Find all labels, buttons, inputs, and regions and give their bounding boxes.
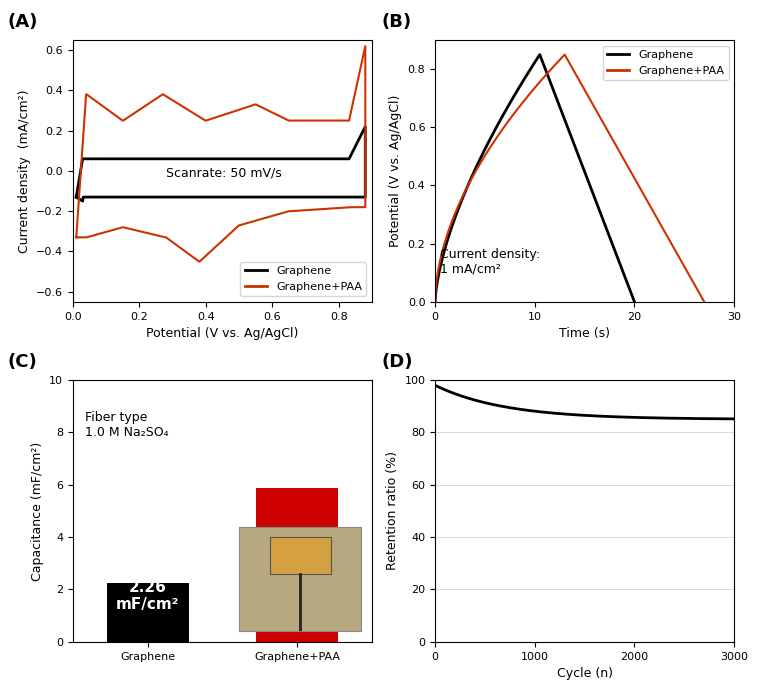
Text: (B): (B) — [381, 13, 411, 31]
Text: 5.88
mF/cm²: 5.88 mF/cm² — [265, 528, 329, 561]
Text: Scanrate: 50 mV/s: Scanrate: 50 mV/s — [166, 167, 282, 180]
Text: (C): (C) — [7, 353, 37, 371]
Bar — [256, 488, 338, 642]
Text: 2.26
mF/cm²: 2.26 mF/cm² — [116, 580, 179, 612]
Text: Current density:
1 mA/cm²: Current density: 1 mA/cm² — [440, 248, 540, 276]
Text: Fiber type
1.0 M Na₂SO₄: Fiber type 1.0 M Na₂SO₄ — [85, 412, 168, 439]
Legend: Graphene, Graphene+PAA: Graphene, Graphene+PAA — [603, 46, 728, 80]
Y-axis label: Retention ratio (%): Retention ratio (%) — [386, 452, 399, 570]
Y-axis label: Current density  (mA/cm²): Current density (mA/cm²) — [18, 89, 30, 253]
Legend: Graphene, Graphene+PAA: Graphene, Graphene+PAA — [240, 262, 367, 296]
Y-axis label: Potential (V vs. Ag/AgCl): Potential (V vs. Ag/AgCl) — [389, 94, 402, 247]
Text: (D): (D) — [381, 353, 413, 371]
Text: (A): (A) — [7, 13, 37, 31]
X-axis label: Cycle (n): Cycle (n) — [556, 667, 613, 680]
Y-axis label: Capacitance (mF/cm²): Capacitance (mF/cm²) — [30, 441, 43, 581]
X-axis label: Potential (V vs. Ag/AgCl): Potential (V vs. Ag/AgCl) — [146, 327, 299, 340]
Bar — [107, 583, 189, 642]
X-axis label: Time (s): Time (s) — [559, 327, 610, 340]
